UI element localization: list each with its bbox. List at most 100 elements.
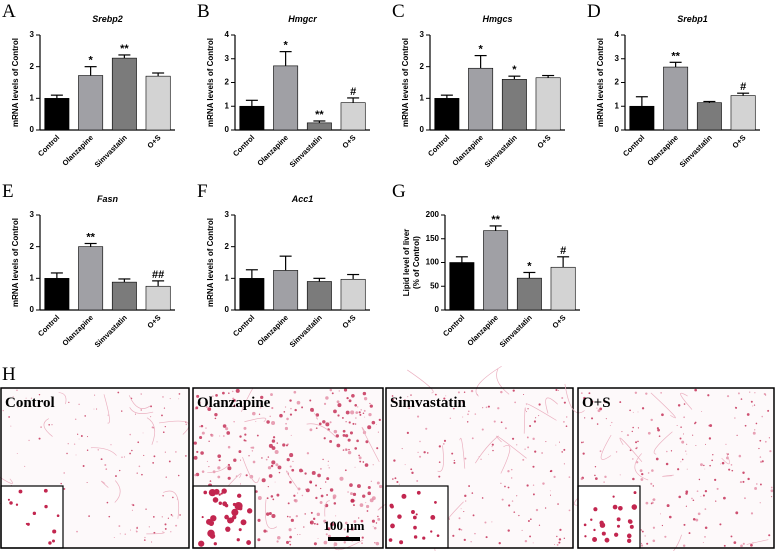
stain-dot bbox=[683, 403, 686, 405]
cell-border bbox=[244, 417, 267, 423]
stain-dot bbox=[463, 538, 466, 542]
stain-dot bbox=[336, 400, 340, 404]
stain-dot bbox=[200, 424, 204, 428]
stain-dot bbox=[702, 542, 704, 543]
stain-dot bbox=[557, 503, 559, 505]
stain-dot bbox=[271, 439, 276, 443]
cell-border bbox=[437, 445, 444, 472]
stain-dot bbox=[377, 515, 379, 518]
stain-dot bbox=[250, 446, 253, 449]
y-axis-label: mRNA levels of Control bbox=[11, 218, 20, 307]
stain-dot bbox=[596, 423, 599, 425]
stain-dot bbox=[163, 407, 166, 409]
stain-dot bbox=[327, 527, 331, 531]
stain-dot bbox=[270, 393, 273, 396]
stain-dot bbox=[471, 492, 474, 494]
stain-dot bbox=[119, 469, 121, 472]
x-tick-label: Olanzapine bbox=[465, 313, 500, 348]
inset-dot bbox=[208, 520, 214, 526]
stain-dot bbox=[194, 473, 197, 477]
stain-dot bbox=[695, 518, 699, 522]
stain-dot bbox=[485, 406, 488, 409]
stain-dot bbox=[320, 494, 324, 498]
bar bbox=[111, 57, 137, 131]
stain-dot bbox=[652, 498, 656, 502]
stain-dot bbox=[532, 437, 535, 441]
stain-dot bbox=[310, 511, 313, 514]
stain-dot bbox=[759, 456, 762, 458]
stain-dot bbox=[354, 447, 358, 450]
stain-dot bbox=[356, 484, 361, 489]
stain-dot bbox=[140, 393, 142, 395]
stain-dot bbox=[646, 542, 649, 545]
stain-dot bbox=[38, 437, 41, 440]
stain-dot bbox=[637, 411, 639, 413]
stain-dot bbox=[277, 465, 282, 470]
scale-bar bbox=[328, 537, 360, 541]
stain-dot bbox=[685, 450, 687, 452]
bar bbox=[730, 95, 756, 131]
stain-dot bbox=[151, 541, 153, 543]
y-axis-label: (% of Control) bbox=[412, 236, 421, 289]
stain-dot bbox=[105, 468, 108, 470]
bar bbox=[434, 98, 460, 131]
stain-dot bbox=[631, 430, 633, 433]
stain-dot bbox=[324, 481, 327, 483]
y-tick-label: 2 bbox=[30, 62, 35, 71]
stain-dot bbox=[80, 435, 83, 437]
stain-dot bbox=[129, 433, 132, 436]
stain-dot bbox=[492, 449, 494, 452]
stain-dot bbox=[666, 504, 670, 508]
stain-dot bbox=[591, 400, 594, 403]
stain-dot bbox=[327, 460, 329, 462]
stain-dot bbox=[742, 471, 745, 474]
stain-dot bbox=[563, 448, 566, 451]
stain-dot bbox=[301, 406, 304, 409]
cell-border bbox=[265, 499, 278, 529]
stain-dot bbox=[135, 530, 138, 533]
stain-dot bbox=[563, 401, 566, 404]
bar bbox=[501, 79, 527, 131]
stain-dot bbox=[148, 526, 150, 528]
stain-dot bbox=[143, 454, 145, 457]
stain-dot bbox=[78, 438, 80, 440]
inset-dot bbox=[422, 536, 426, 540]
cell-border bbox=[564, 383, 585, 414]
stain-dot bbox=[652, 539, 656, 543]
stain-dot bbox=[329, 388, 333, 392]
stain-dot bbox=[227, 466, 232, 471]
stain-dot bbox=[703, 464, 705, 467]
stain-dot bbox=[322, 420, 326, 424]
stain-dot bbox=[310, 407, 314, 412]
inset-dot bbox=[198, 540, 205, 547]
stain-dot bbox=[680, 426, 682, 428]
micrograph-border bbox=[577, 387, 775, 549]
stain-dot bbox=[767, 409, 770, 412]
inset-dot bbox=[612, 495, 615, 498]
stain-dot bbox=[243, 426, 247, 430]
cell-border bbox=[241, 387, 254, 412]
stain-dot bbox=[511, 500, 514, 502]
stain-dot bbox=[362, 412, 365, 415]
inset-dot bbox=[590, 518, 593, 521]
y-tick-label: 3 bbox=[615, 54, 620, 63]
stain-dot bbox=[407, 396, 409, 398]
stain-dot bbox=[304, 472, 307, 475]
x-tick-label: Control bbox=[621, 133, 646, 158]
inset-dot bbox=[627, 538, 632, 543]
stain-dot bbox=[289, 540, 291, 543]
inset-dot bbox=[25, 522, 28, 525]
stain-dot bbox=[150, 416, 152, 418]
stain-dot bbox=[463, 510, 465, 513]
stain-dot bbox=[640, 529, 642, 531]
stain-dot bbox=[704, 535, 706, 538]
stain-dot bbox=[498, 541, 501, 545]
stain-dot bbox=[175, 451, 177, 453]
stain-dot bbox=[549, 490, 551, 492]
stain-dot bbox=[365, 440, 369, 444]
stain-dot bbox=[129, 529, 131, 531]
cell-border bbox=[114, 480, 121, 503]
stain-dot bbox=[527, 408, 529, 410]
stain-dot bbox=[206, 460, 208, 463]
y-tick-label: 100 bbox=[426, 258, 440, 267]
